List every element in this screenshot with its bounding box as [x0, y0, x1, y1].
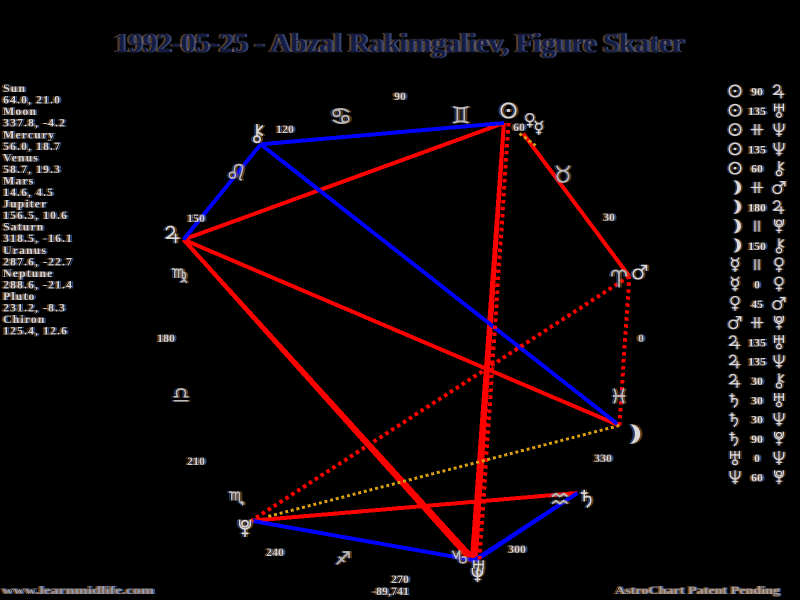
svg-text:240: 240 [266, 545, 284, 559]
svg-text:45: 45 [751, 297, 763, 311]
svg-text:Mars: Mars [3, 174, 34, 188]
svg-text:231.2, -8.3: 231.2, -8.3 [3, 301, 66, 315]
svg-text:150: 150 [748, 239, 766, 253]
svg-text:Neptune: Neptune [3, 266, 53, 280]
svg-text:14.6, 4.5: 14.6, 4.5 [3, 185, 54, 199]
svg-text:www.learnmidlife.com: www.learnmidlife.com [2, 583, 154, 597]
svg-text:135: 135 [748, 142, 766, 156]
svg-text:287.6, -22.7: 287.6, -22.7 [3, 254, 73, 268]
svg-text:125.4, 12.6: 125.4, 12.6 [3, 324, 68, 338]
svg-text:1992-05-25 - Abzal Rakimgaliev: 1992-05-25 - Abzal Rakimgaliev, Figure S… [114, 28, 684, 58]
svg-text:Chiron: Chiron [3, 312, 45, 326]
svg-text:Jupiter: Jupiter [3, 197, 47, 211]
svg-text:56.0, 18.7: 56.0, 18.7 [3, 139, 61, 153]
svg-text:58.7, 19.3: 58.7, 19.3 [3, 162, 61, 176]
svg-text:60: 60 [751, 162, 763, 176]
svg-text:64.0, 21.0: 64.0, 21.0 [3, 93, 61, 107]
svg-text:90: 90 [751, 432, 763, 446]
svg-text:180: 180 [748, 200, 766, 214]
svg-text:318.5, -16.1: 318.5, -16.1 [3, 231, 73, 245]
svg-text:135: 135 [748, 355, 766, 369]
svg-text:120: 120 [276, 122, 294, 136]
svg-text:0: 0 [638, 331, 644, 345]
svg-text:150: 150 [187, 211, 205, 225]
svg-text:30: 30 [751, 374, 763, 388]
svg-text:30: 30 [751, 413, 763, 427]
svg-text:Venus: Venus [3, 150, 39, 164]
svg-text:30: 30 [603, 210, 615, 224]
svg-text:AstroChart Patent Pending: AstroChart Patent Pending [615, 583, 780, 597]
svg-text:330: 330 [594, 451, 612, 465]
svg-text:Saturn: Saturn [3, 220, 44, 234]
svg-text:Mercury: Mercury [3, 127, 55, 141]
svg-text:180: 180 [157, 331, 175, 345]
svg-text:90: 90 [751, 85, 763, 99]
svg-text:30: 30 [751, 393, 763, 407]
svg-text:Pluto: Pluto [3, 289, 35, 303]
svg-text:-89,741: -89,741 [372, 584, 409, 598]
svg-text:0: 0 [754, 278, 760, 292]
svg-text:Moon: Moon [3, 104, 37, 118]
svg-text:135: 135 [748, 104, 766, 118]
svg-text:Sun: Sun [3, 81, 26, 95]
svg-text:60: 60 [751, 471, 763, 485]
svg-text:60: 60 [513, 120, 525, 134]
svg-text:337.8, -4.2: 337.8, -4.2 [3, 116, 66, 130]
svg-text:156.5, 10.6: 156.5, 10.6 [3, 208, 68, 222]
svg-text:270: 270 [391, 572, 409, 586]
svg-text:Uranus: Uranus [3, 243, 47, 257]
svg-text:288.6, -21.4: 288.6, -21.4 [3, 277, 73, 291]
svg-text:0: 0 [754, 451, 760, 465]
svg-text:210: 210 [187, 454, 205, 468]
svg-text:135: 135 [748, 335, 766, 349]
svg-text:300: 300 [508, 542, 526, 556]
svg-text:90: 90 [394, 89, 406, 103]
